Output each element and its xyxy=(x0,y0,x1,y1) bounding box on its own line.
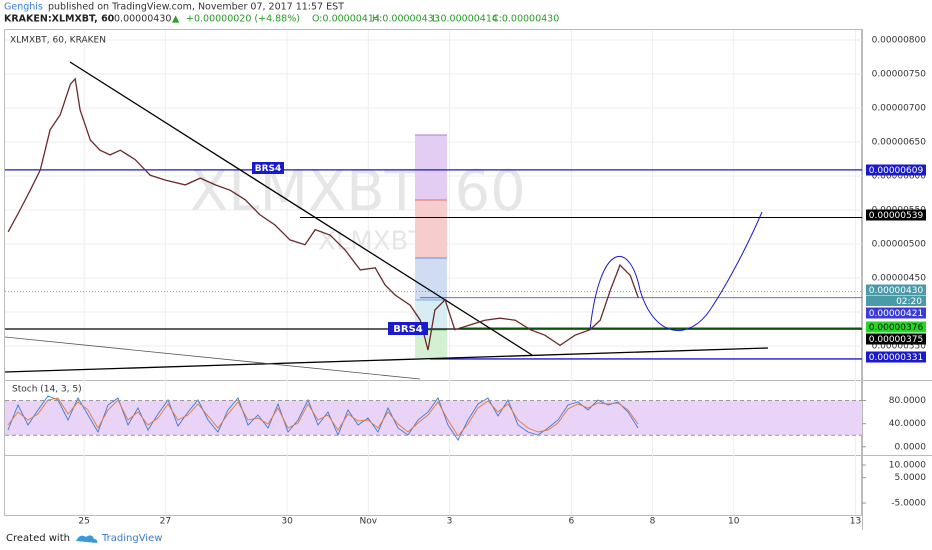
pane3-tick-label: -5.0000 xyxy=(891,499,926,509)
x-tick-label: 13 xyxy=(850,517,861,527)
level-label: 0.00000430 xyxy=(869,286,924,296)
level-label: 0.00000609 xyxy=(869,166,924,176)
level-label: 0.00000331 xyxy=(869,353,923,363)
annotation: BRS4 xyxy=(255,164,282,174)
y-tick-label: 0.00000750 xyxy=(872,70,927,80)
level-tag xyxy=(866,333,926,345)
stoch-title: Stoch (14, 3, 5) xyxy=(12,385,82,395)
level-tag xyxy=(866,209,926,221)
ohlc: H:0.00000433 xyxy=(372,14,440,25)
watermark-sub: XLMXBT xyxy=(318,227,424,257)
level-label: 0.00000421 xyxy=(869,309,923,319)
watermark: XLMXBT, 60 xyxy=(190,159,526,224)
author[interactable]: Genghis xyxy=(4,2,43,13)
x-tick-label: 6 xyxy=(568,517,574,527)
y-tick-label: 0.00000650 xyxy=(872,138,927,148)
level-tag xyxy=(866,351,926,363)
level-tag xyxy=(866,307,926,319)
change: +0.00000020 (+4.88%) xyxy=(186,14,300,25)
annotation-box xyxy=(388,322,428,335)
y-tick-label: 0.00000600 xyxy=(872,172,927,182)
axes: 0.00000800 0.00000750 0.00000700 0.00000650… xyxy=(5,35,927,527)
countdown-tag xyxy=(866,296,926,306)
footer-text: Created with xyxy=(6,533,70,544)
logo xyxy=(76,535,98,543)
ohlc: L:0.00000414 xyxy=(432,14,498,25)
x-tick-label: 27 xyxy=(160,517,171,527)
x-tick-label: 8 xyxy=(650,517,656,527)
up-arrow: ▲ xyxy=(172,14,180,25)
last-price: 0.00000430 xyxy=(114,14,171,25)
price xyxy=(7,77,639,351)
ohlc: C:0.00000430 xyxy=(492,14,559,25)
level-label: 0.00000375 xyxy=(869,335,923,345)
drawings xyxy=(4,61,769,380)
pane3-tick-label: 5.0000 xyxy=(895,473,927,483)
pane3-tick-label: 10.0000 xyxy=(889,461,926,471)
level-tag xyxy=(866,284,926,296)
chart-title: XLMXBT, 60, KRAKEN xyxy=(10,36,106,46)
stoch-pane xyxy=(5,395,862,441)
countdown: 02:20 xyxy=(896,297,922,307)
published: published on TradingView.com, November 0… xyxy=(48,2,344,13)
footer-brand[interactable]: TradingView xyxy=(101,533,162,544)
stoch-tick-label: 0.0000 xyxy=(895,442,927,452)
level-tag xyxy=(866,164,926,176)
stoch-tick-label: 80.0000 xyxy=(889,396,926,406)
annotation-box xyxy=(252,162,284,174)
y-tick-label: 0.00000500 xyxy=(872,240,927,250)
stoch-tick-label: 40.0000 xyxy=(889,419,926,429)
y-tick-label: 0.00000700 xyxy=(872,104,927,114)
y-tick-label: 0.00000800 xyxy=(872,35,927,45)
y-tick-label: 0.00000450 xyxy=(872,274,927,284)
x-tick-label: 30 xyxy=(281,517,293,527)
x-tick-label: 25 xyxy=(78,517,89,527)
ohlc: O:0.00000414 xyxy=(312,14,380,25)
x-tick-label: 10 xyxy=(728,517,740,527)
level-label: 0.00000539 xyxy=(869,211,924,221)
level-label: 0.00000376 xyxy=(869,323,924,333)
x-tick-label: 3 xyxy=(447,517,453,527)
x-tick-label: Nov xyxy=(360,517,378,527)
annotation: BRS4 xyxy=(393,324,423,335)
price-line xyxy=(7,77,639,351)
y-tick-label: 0.00000350 xyxy=(872,342,927,352)
symbol: KRAKEN:XLMXBT, 60 xyxy=(4,14,115,25)
level-tag xyxy=(866,321,926,333)
fib-box xyxy=(415,134,447,358)
